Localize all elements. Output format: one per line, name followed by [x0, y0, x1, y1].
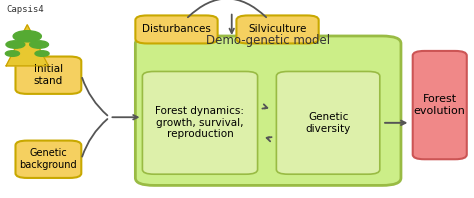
- Text: Capsis4: Capsis4: [7, 5, 44, 14]
- Text: Forest
evolution: Forest evolution: [414, 94, 465, 116]
- FancyBboxPatch shape: [237, 15, 319, 43]
- Text: Genetic
diversity: Genetic diversity: [305, 112, 351, 134]
- FancyBboxPatch shape: [413, 51, 467, 159]
- Text: Initial
stand: Initial stand: [34, 64, 63, 86]
- Circle shape: [35, 51, 49, 56]
- FancyBboxPatch shape: [136, 15, 218, 43]
- FancyBboxPatch shape: [136, 36, 401, 185]
- FancyBboxPatch shape: [142, 71, 257, 174]
- Circle shape: [6, 41, 25, 48]
- Text: Disturbances: Disturbances: [142, 24, 211, 34]
- FancyBboxPatch shape: [16, 141, 82, 178]
- Circle shape: [5, 51, 19, 56]
- FancyBboxPatch shape: [276, 71, 380, 174]
- Polygon shape: [6, 25, 48, 66]
- Text: Demo-genetic model: Demo-genetic model: [206, 34, 330, 47]
- Text: Forest dynamics:
growth, survival,
reproduction: Forest dynamics: growth, survival, repro…: [155, 106, 245, 139]
- Circle shape: [13, 31, 41, 42]
- Text: Silviculture: Silviculture: [248, 24, 307, 34]
- Circle shape: [30, 41, 48, 48]
- Text: Genetic
background: Genetic background: [19, 148, 77, 170]
- FancyBboxPatch shape: [16, 57, 82, 94]
